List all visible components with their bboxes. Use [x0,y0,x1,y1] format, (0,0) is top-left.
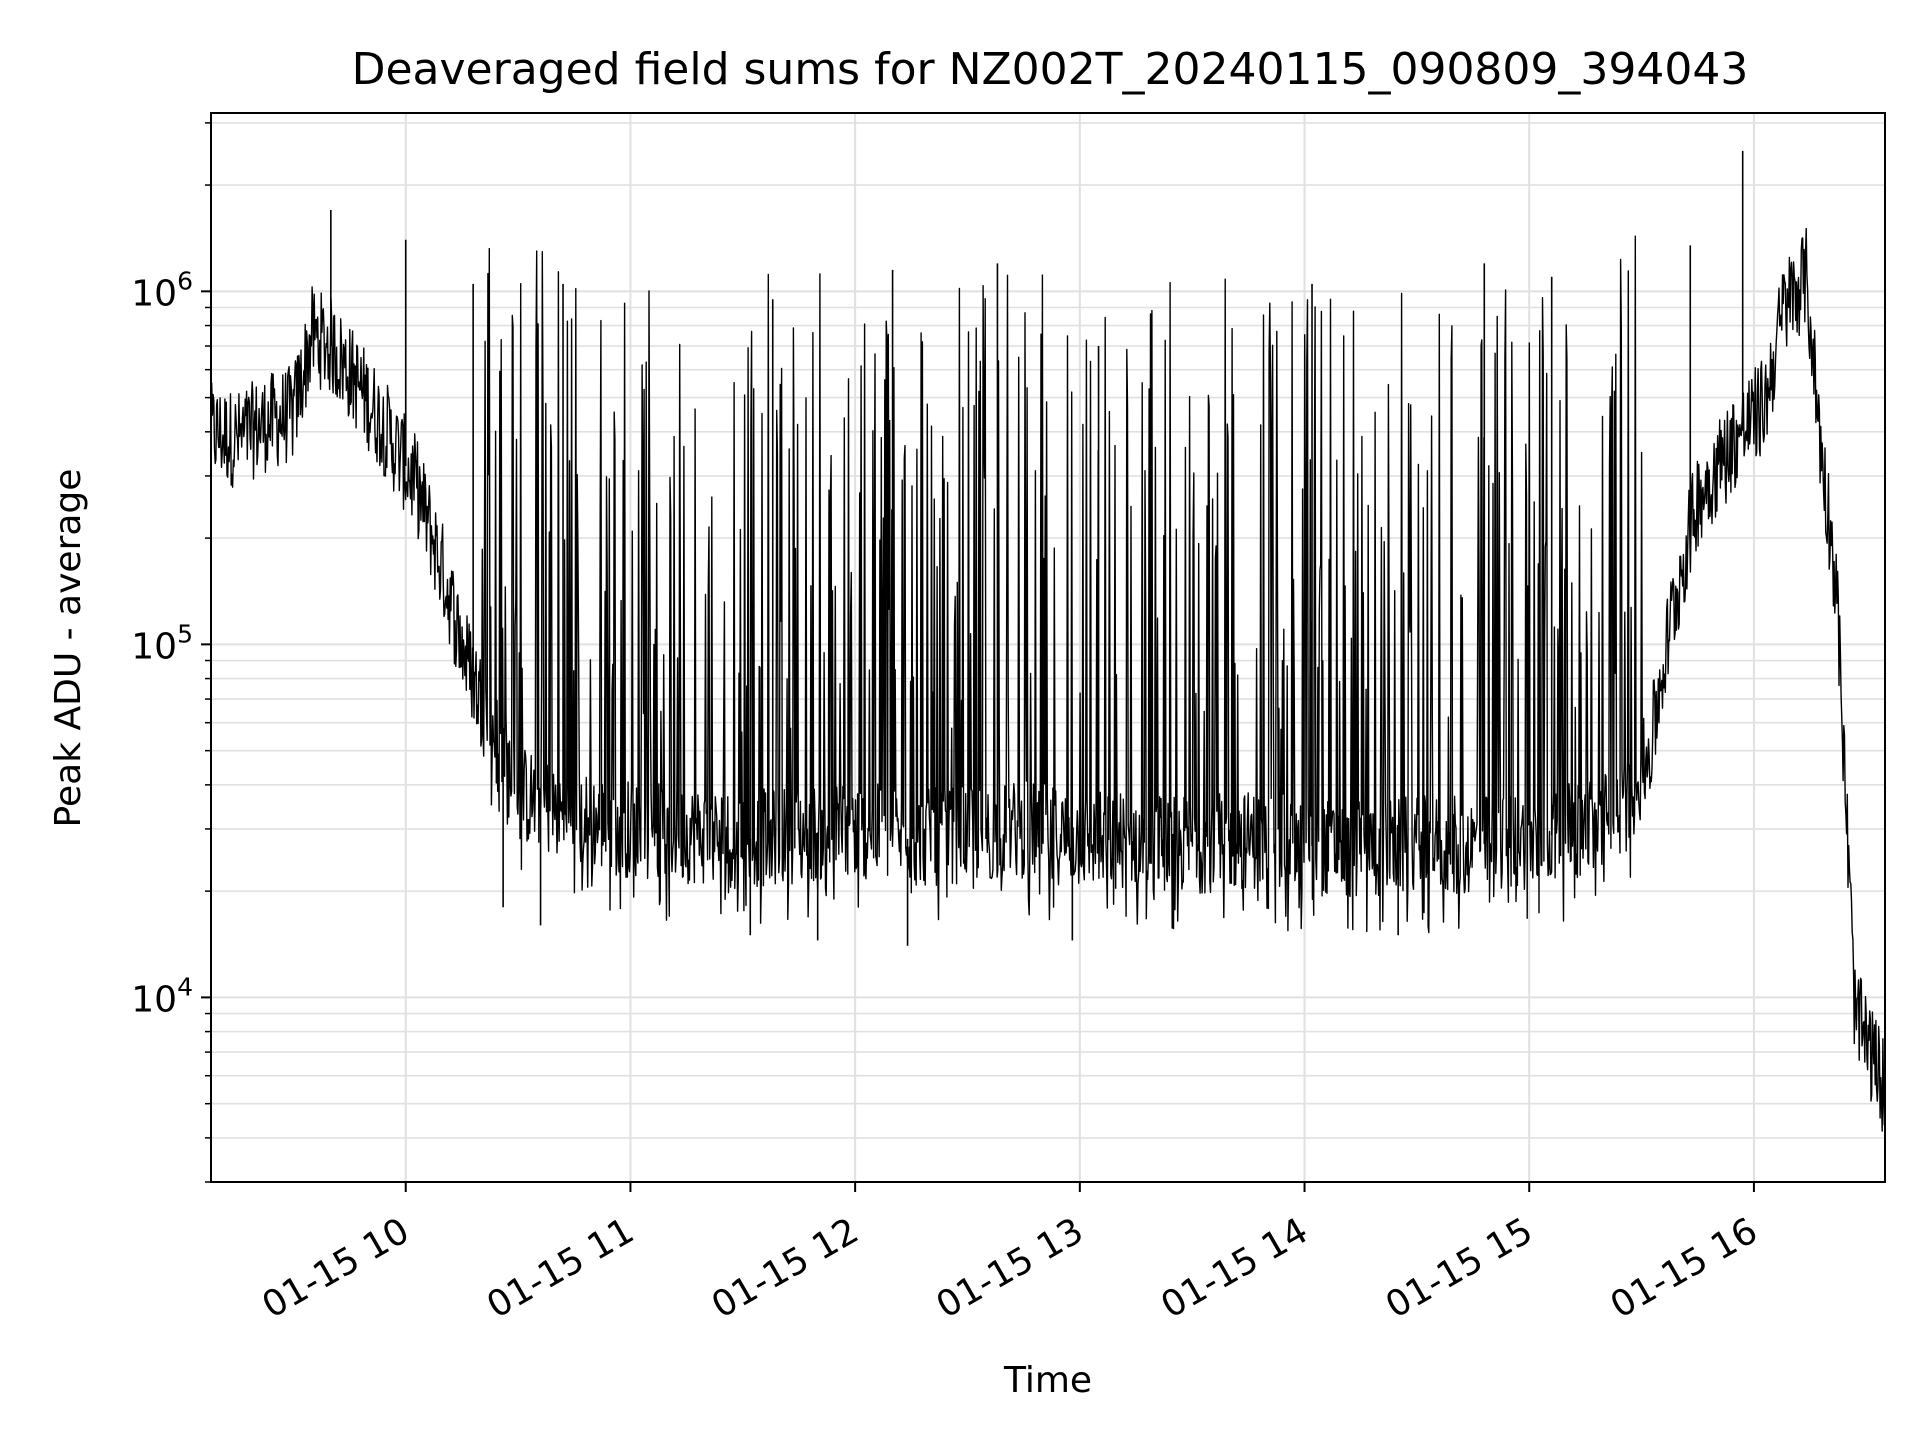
y-axis-label: Peak ADU - average [48,469,89,828]
y-axis: 104 105 106 [131,122,211,1183]
y-tick-label: 106 [131,266,193,314]
y-tick-label: 104 [131,972,193,1020]
series-line [210,227,1886,1132]
x-axis-label: Time [1003,1360,1092,1401]
chart-title: Deaveraged field sums for NZ002T_2024011… [352,44,1749,95]
plot-frame [210,112,1886,1183]
y-tick-label: 105 [131,619,193,667]
data-layer [210,150,1886,1132]
